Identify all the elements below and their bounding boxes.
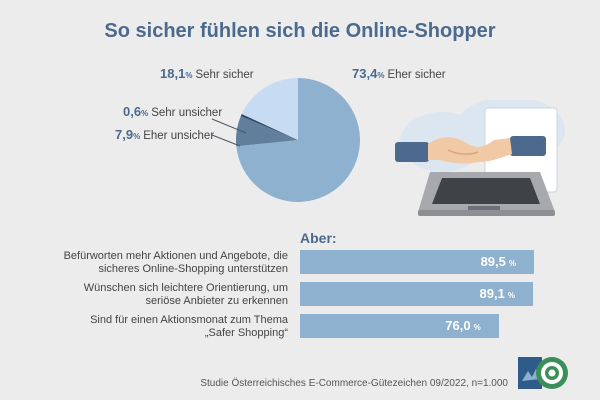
pie-unit: % (141, 109, 149, 118)
laptop-handshake-icon (395, 100, 565, 216)
pie-value-eher-unsicher: 7,9 (115, 127, 134, 142)
guetezeichen-seal-icon (518, 357, 568, 389)
pie-label-eher-sicher: 73,4% Eher sicher (352, 66, 446, 81)
bar-fill: 89,1% (300, 282, 533, 306)
pie-label-eher-unsicher: 7,9% Eher unsicher (115, 127, 214, 142)
pie-category-eher-unsicher: Eher unsicher (143, 130, 215, 142)
pie-unit: % (133, 132, 141, 141)
bar-value-unit: % (507, 291, 515, 300)
pie-slice-sehr-unsicher (240, 113, 298, 140)
pie-slice-eher-sicher (236, 78, 360, 202)
leader-line-sehr-unsicher (211, 118, 247, 134)
chart-title: So sicher fühlen sich die Online-Shopper (104, 20, 496, 42)
bar-question: Sind für einen Aktionsmonat zum Thema „S… (90, 314, 288, 339)
bars-heading: Aber: (300, 230, 337, 246)
bar-value-number: 76,0 (445, 318, 471, 333)
pie-slice-sehr-sicher (241, 78, 298, 140)
pie-unit: % (377, 71, 385, 80)
pie-value-eher-sicher: 73,4 (352, 66, 378, 81)
pie-label-sehr-sicher: 18,1% Sehr sicher (160, 66, 254, 81)
pie-slice-eher-unsicher (236, 116, 298, 147)
bar-value-unit: % (508, 259, 516, 268)
bar-value: 76,0% (445, 314, 480, 338)
bar-question: Wünschen sich leichtere Orientierung, um… (83, 282, 288, 307)
pie-category-eher-sicher: Eher sicher (387, 69, 446, 81)
source-note: Studie Österreichisches E-Commerce-Gütez… (200, 378, 508, 389)
bar-question: Befürworten mehr Aktionen und Angebote, … (63, 250, 288, 275)
pie-category-sehr-unsicher: Sehr unsicher (151, 107, 223, 119)
pie-value-sehr-unsicher: 0,6 (123, 104, 142, 119)
bar-value: 89,5% (481, 250, 516, 274)
leader-line-eher-unsicher (211, 134, 241, 147)
bar-fill: 76,0% (300, 314, 499, 338)
pie-unit: % (185, 71, 193, 80)
bar-fill: 89,5% (300, 250, 534, 274)
pie-category-sehr-sicher: Sehr sicher (195, 69, 254, 81)
bar-value-number: 89,5 (480, 254, 506, 269)
bar-value-unit: % (473, 323, 481, 332)
pie-value-sehr-sicher: 18,1 (160, 66, 186, 81)
bar-value: 89,1% (480, 282, 515, 306)
pie-label-sehr-unsicher: 0,6% Sehr unsicher (123, 104, 222, 119)
bar-value-number: 89,1 (479, 286, 505, 301)
